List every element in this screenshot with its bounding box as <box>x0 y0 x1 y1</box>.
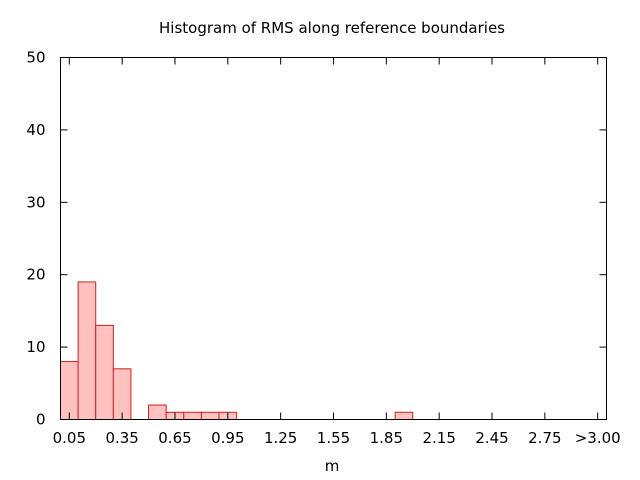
histogram-bar <box>77 281 97 420</box>
x-tick-label: 1.85 <box>370 429 403 447</box>
y-axis: 0 10 20 30 40 50 <box>26 49 607 429</box>
x-axis-label: m <box>325 457 340 475</box>
bars-group <box>60 281 414 421</box>
y-tick-label: 40 <box>26 121 45 139</box>
histogram-bar <box>148 404 167 420</box>
x-tick-label: 2.45 <box>475 429 508 447</box>
x-tick-label: 2.75 <box>528 429 561 447</box>
x-tick-label: 2.15 <box>422 429 455 447</box>
plot-frame <box>60 57 607 420</box>
y-tick-label: 10 <box>26 338 45 356</box>
chart-title: Histogram of RMS along reference boundar… <box>159 19 505 37</box>
histogram-bar <box>183 411 202 421</box>
histogram-bar <box>112 368 132 421</box>
histogram-bar <box>394 411 414 421</box>
histogram-bar <box>60 361 79 420</box>
x-tick-label: 0.95 <box>211 429 244 447</box>
histogram-bar <box>95 324 114 421</box>
y-tick-label: 50 <box>26 49 45 67</box>
histogram-bar <box>200 411 220 421</box>
x-tick-label: 1.55 <box>317 429 350 447</box>
x-tick-label: 0.05 <box>53 429 86 447</box>
x-tick-label: 0.65 <box>158 429 191 447</box>
y-tick-label: 0 <box>36 411 46 429</box>
x-tick-label: 0.35 <box>105 429 138 447</box>
y-tick-label: 30 <box>26 193 45 211</box>
y-tick-label: 20 <box>26 266 45 284</box>
x-axis: 0.05 0.35 0.65 0.95 1.25 1.55 1.85 2.15 2.45 2.75… <box>53 57 621 447</box>
x-tick-label: >3.00 <box>575 429 621 447</box>
x-tick-label: 1.25 <box>264 429 297 447</box>
